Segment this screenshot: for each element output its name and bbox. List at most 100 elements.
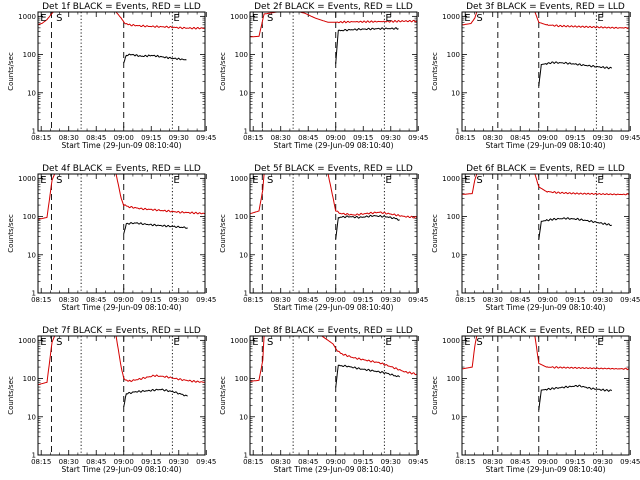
marker-label: E (173, 175, 179, 186)
x-tick-label: 09:15 (141, 134, 161, 142)
x-tick-label: 08:30 (59, 134, 79, 142)
marker-label: S (267, 175, 273, 186)
chart-panel-3: Det 3f BLACK = Events, RED = LLD Counts/s… (431, 2, 640, 150)
marker-label: E (40, 13, 46, 24)
chart-title: Det 3f BLACK = Events, RED = LLD (466, 2, 625, 12)
x-tick-label: 08:15 (243, 458, 263, 466)
x-tick-label: 08:30 (271, 458, 291, 466)
x-tick-label: 08:45 (298, 458, 318, 466)
y-axis-label: Counts/sec (431, 376, 439, 415)
events-series-line (335, 364, 401, 388)
x-axis-label: Start Time (29-Jun-09 08:10:40) (274, 141, 394, 150)
y-tick-label: 1000 (230, 13, 248, 21)
x-tick-label: 09:00 (538, 296, 558, 304)
x-tick-label: 08:45 (510, 134, 530, 142)
y-tick-label: 1000 (230, 337, 248, 345)
marker-label: S (56, 337, 62, 348)
y-axis-label: Counts/sec (219, 376, 227, 415)
marker-label: E (252, 175, 258, 186)
x-tick-label: 09:45 (196, 134, 216, 142)
y-tick-label: 100 (23, 51, 36, 59)
marker-label: E (385, 175, 391, 186)
y-tick-label: 10 (27, 413, 36, 421)
chart-title: Det 8f BLACK = Events, RED = LLD (254, 326, 413, 336)
chart-title: Det 6f BLACK = Events, RED = LLD (466, 164, 625, 174)
x-tick-label: 08:15 (31, 134, 51, 142)
lld-series-line (38, 335, 206, 385)
x-tick-label: 09:15 (353, 296, 373, 304)
marker-label: S (476, 13, 482, 24)
x-tick-label: 08:30 (59, 296, 79, 304)
marker-label: E (464, 175, 470, 186)
x-tick-label: 09:00 (114, 458, 134, 466)
events-series-line (538, 61, 613, 87)
x-tick-label: 08:30 (59, 458, 79, 466)
chart-panel-8: Det 8f BLACK = Events, RED = LLD Counts/s… (219, 326, 428, 474)
x-tick-label: 09:00 (326, 296, 346, 304)
x-axis-label: Start Time (29-Jun-09 08:10:40) (274, 303, 394, 312)
marker-label: S (56, 175, 62, 186)
lld-series-line (38, 173, 205, 220)
x-tick-label: 09:30 (593, 458, 613, 466)
y-axis-label: Counts/sec (219, 214, 227, 253)
plot-frame (249, 335, 418, 456)
events-series-line (538, 217, 612, 240)
x-tick-label: 08:45 (510, 458, 530, 466)
y-tick-label: 100 (235, 51, 248, 59)
chart-title: Det 7f BLACK = Events, RED = LLD (42, 326, 201, 336)
chart-panel-5: Det 5f BLACK = Events, RED = LLD Counts/s… (219, 164, 428, 312)
y-axis-label: Counts/sec (7, 214, 15, 253)
x-tick-label: 09:15 (141, 296, 161, 304)
y-tick-label: 100 (447, 213, 460, 221)
x-tick-label: 09:00 (538, 458, 558, 466)
plot-frame (249, 11, 418, 132)
chart-panel-4: Det 4f BLACK = Events, RED = LLD Counts/s… (7, 164, 216, 312)
x-axis-label: Start Time (29-Jun-09 08:10:40) (62, 141, 182, 150)
y-tick-label: 1 (456, 290, 460, 298)
y-tick-label: 1000 (442, 175, 460, 183)
marker-label: S (476, 337, 482, 348)
x-tick-label: 08:30 (483, 458, 503, 466)
x-tick-label: 08:45 (298, 134, 318, 142)
y-tick-label: 10 (239, 413, 248, 421)
y-tick-label: 100 (447, 375, 460, 383)
x-tick-label: 09:00 (114, 134, 134, 142)
x-tick-label: 09:30 (593, 296, 613, 304)
y-tick-label: 100 (235, 375, 248, 383)
y-tick-label: 10 (451, 251, 460, 259)
y-tick-label: 1 (32, 452, 36, 460)
x-tick-label: 08:15 (455, 134, 475, 142)
marker-label: S (476, 175, 482, 186)
x-tick-label: 09:45 (620, 134, 640, 142)
x-tick-label: 08:30 (483, 296, 503, 304)
plot-frame (37, 173, 206, 294)
plot-frame (249, 173, 418, 294)
x-tick-label: 08:45 (86, 296, 106, 304)
y-tick-label: 100 (447, 51, 460, 59)
marker-label: E (173, 337, 179, 348)
x-tick-label: 09:15 (565, 134, 585, 142)
y-tick-label: 10 (239, 251, 248, 259)
marker-label: E (40, 175, 46, 186)
y-tick-label: 10 (27, 251, 36, 259)
events-series-line (335, 27, 399, 64)
x-tick-label: 08:45 (510, 296, 530, 304)
x-tick-label: 09:45 (620, 296, 640, 304)
lld-series-line (462, 173, 630, 196)
x-tick-label: 09:15 (565, 458, 585, 466)
chart-title: Det 2f BLACK = Events, RED = LLD (254, 2, 413, 12)
events-series-line (538, 384, 613, 411)
y-tick-label: 100 (23, 375, 36, 383)
marker-label: S (267, 13, 273, 24)
marker-label: E (597, 13, 603, 24)
x-tick-label: 09:00 (114, 296, 134, 304)
x-tick-label: 08:30 (483, 134, 503, 142)
y-tick-label: 1000 (18, 13, 36, 21)
y-axis-label: Counts/sec (7, 52, 15, 91)
x-tick-label: 09:30 (169, 296, 189, 304)
marker-label: E (385, 13, 391, 24)
events-series-line (335, 214, 400, 239)
marker-label: E (252, 13, 258, 24)
x-tick-label: 08:15 (243, 134, 263, 142)
x-axis-label: Start Time (29-Jun-09 08:10:40) (486, 465, 606, 474)
